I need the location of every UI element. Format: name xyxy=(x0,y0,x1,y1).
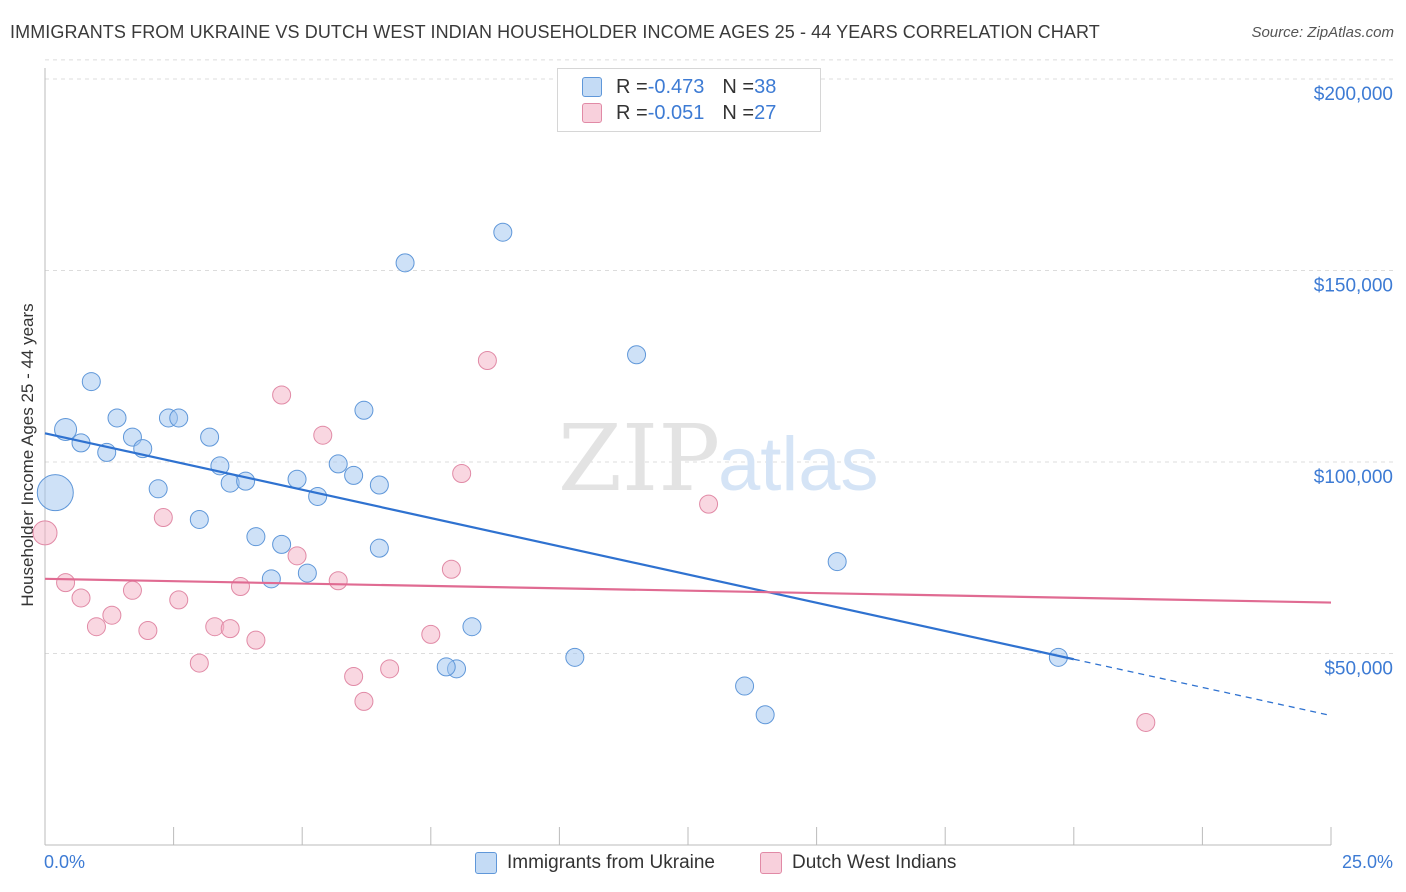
legend-swatch-ukraine xyxy=(475,852,497,874)
dutch-west-indian-point xyxy=(380,659,400,679)
dutch-west-indian-point xyxy=(32,520,58,546)
ukraine-point xyxy=(395,253,415,273)
ukraine-point xyxy=(148,479,168,499)
legend-swatch-ukraine xyxy=(582,77,602,97)
legend-n-label: N = xyxy=(722,101,755,124)
ukraine-point xyxy=(369,475,389,495)
ukraine-point xyxy=(755,705,775,725)
legend-r-value: -0.473 xyxy=(647,75,705,98)
dutch-west-indian-point xyxy=(354,691,374,711)
ukraine-point xyxy=(246,527,266,547)
ukraine-point xyxy=(827,552,847,572)
x-tick-label-max: 25.0% xyxy=(1341,852,1393,872)
ukraine-point xyxy=(261,569,281,589)
ukraine-point xyxy=(462,617,482,637)
ukraine-point xyxy=(54,417,78,441)
legend-r-label: R = xyxy=(616,75,648,98)
dutch-west-indian-point xyxy=(230,576,250,596)
dutch-west-indian-point xyxy=(421,624,441,644)
dutch-west-indian-point xyxy=(272,385,292,405)
ukraine-point xyxy=(308,486,328,506)
dutch-west-indian-point xyxy=(477,351,497,371)
ukraine-point xyxy=(735,676,755,696)
trend-lines xyxy=(44,432,1332,717)
y-tick-label: $200,000 xyxy=(1314,84,1393,105)
ukraine-point xyxy=(107,408,127,428)
legend-n-label: N = xyxy=(722,75,755,98)
ukraine-point xyxy=(200,427,220,447)
legend-n-value: 38 xyxy=(754,75,777,98)
ukraine-point xyxy=(344,465,364,485)
grid-lines xyxy=(45,59,1395,654)
axes xyxy=(44,68,1332,846)
ukraine-point xyxy=(36,474,74,512)
dutch-west-indian-point xyxy=(328,571,348,591)
dutch-west-indian-point xyxy=(122,580,142,600)
legend-row-ukraine: R = -0.473 N = 38 xyxy=(582,74,776,100)
watermark: ZIP atlas xyxy=(558,405,879,512)
ukraine-point xyxy=(436,657,456,677)
ukraine-point xyxy=(493,222,513,242)
legend-swatch-dutch-west-indians xyxy=(582,103,602,123)
dutch-west-indian-point xyxy=(138,621,158,641)
dutch-west-indian-point xyxy=(452,463,472,483)
ukraine-point xyxy=(169,408,189,428)
legend-label-ukraine: Immigrants from Ukraine xyxy=(507,852,715,873)
ukraine-point xyxy=(297,563,317,583)
y-tick-labels: $50,000 $100,000 $150,000 $200,000 xyxy=(1314,84,1393,680)
watermark-atlas: atlas xyxy=(718,422,879,507)
ukraine-point xyxy=(81,372,101,392)
legend-n-value: 27 xyxy=(754,101,777,124)
chart-title: IMMIGRANTS FROM UKRAINE VS DUTCH WEST IN… xyxy=(10,22,1100,42)
dutch-west-indian-point xyxy=(56,573,76,593)
ukraine-trend-extension xyxy=(1073,658,1332,717)
y-tick-label: $150,000 xyxy=(1314,276,1393,297)
stats-legend: R = -0.473 N = 38 R = -0.051 N = 27 xyxy=(557,68,821,132)
ukraine-point xyxy=(328,454,348,474)
y-tick-label: $100,000 xyxy=(1314,467,1393,488)
watermark-zip: ZIP xyxy=(558,405,720,512)
ukraine-point xyxy=(627,345,647,365)
dutch-west-indian-point xyxy=(313,425,333,445)
legend-item-dutch-west-indians[interactable]: Dutch West Indians xyxy=(760,852,956,874)
dutch-west-indian-point xyxy=(102,605,122,625)
dutch-west-indian-point xyxy=(344,666,364,686)
ukraine-point xyxy=(354,400,374,420)
dutch-west-indian-point xyxy=(1136,712,1156,732)
ukraine-point xyxy=(369,538,389,558)
legend-row-dutch-west-indians: R = -0.051 N = 27 xyxy=(582,100,776,126)
x-tick-label-min: 0.0% xyxy=(44,852,86,872)
legend-label-dutch-west-indians: Dutch West Indians xyxy=(792,852,957,873)
y-tick-label: $50,000 xyxy=(1324,659,1393,680)
legend-swatch-dutch-west-indians xyxy=(760,852,782,874)
ukraine-trend-line xyxy=(44,432,1075,661)
data-points xyxy=(32,222,1156,732)
dutch-west-indian-point xyxy=(86,617,106,637)
dutch-west-indian-point xyxy=(220,619,240,639)
legend-r-label: R = xyxy=(616,101,648,124)
ukraine-point xyxy=(272,534,292,554)
legend-r-value: -0.051 xyxy=(647,101,705,124)
dutch-west-indian-point xyxy=(169,590,189,610)
dutch-west-indian-point xyxy=(699,494,719,514)
dutch-west-indian-point xyxy=(153,508,173,528)
ukraine-point xyxy=(287,469,307,489)
series-legend: Immigrants from Ukraine Dutch West India… xyxy=(0,852,1406,878)
dutch-west-indian-point xyxy=(441,559,461,579)
dutch-west-indian-trend-line xyxy=(44,577,1332,604)
legend-item-ukraine[interactable]: Immigrants from Ukraine xyxy=(475,852,715,874)
dutch-west-indian-point xyxy=(189,653,209,673)
dutch-west-indian-point xyxy=(71,588,91,608)
dutch-west-indian-point xyxy=(246,630,266,650)
ukraine-point xyxy=(565,647,585,667)
source-label: Source: ZipAtlas.com xyxy=(1251,24,1394,41)
ukraine-point xyxy=(189,509,209,529)
dutch-west-indian-point xyxy=(287,546,307,566)
